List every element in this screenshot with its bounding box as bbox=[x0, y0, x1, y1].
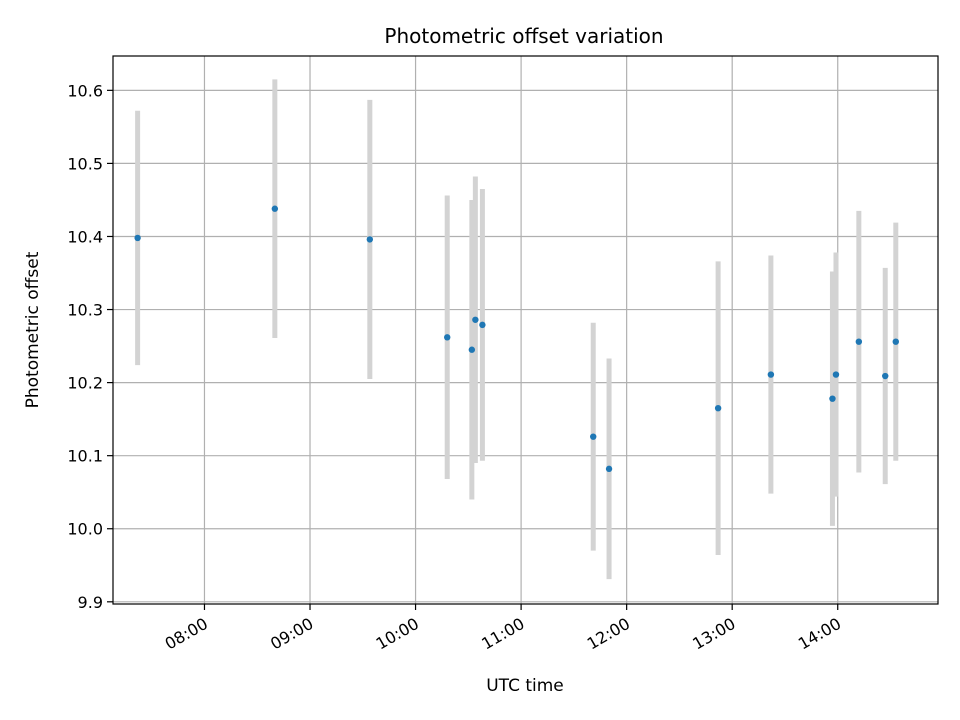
data-point bbox=[714, 404, 722, 412]
data-point bbox=[366, 236, 374, 243]
data-point bbox=[892, 338, 899, 345]
y-tick-label: 10.2 bbox=[67, 374, 103, 393]
y-tick-label: 10.4 bbox=[67, 227, 103, 246]
data-point bbox=[134, 234, 141, 242]
data-point bbox=[472, 316, 479, 323]
y-tick-label: 10.3 bbox=[67, 301, 103, 320]
y-tick-label: 10.1 bbox=[67, 447, 103, 466]
grid-layer bbox=[113, 56, 938, 604]
y-tick-label: 10.0 bbox=[67, 520, 103, 539]
y-axis-label: Photometric offset bbox=[23, 251, 43, 408]
plot-frame bbox=[112, 55, 939, 605]
data-point bbox=[605, 465, 613, 473]
y-tick-label: 9.9 bbox=[78, 593, 103, 612]
y-tick-label: 10.5 bbox=[67, 154, 103, 173]
data-point bbox=[444, 334, 451, 341]
x-axis-label: UTC time bbox=[486, 676, 564, 696]
y-tick-label: 10.6 bbox=[67, 81, 103, 100]
data-point bbox=[468, 346, 476, 353]
chart-title: Photometric offset variation bbox=[384, 24, 663, 48]
data-point bbox=[479, 321, 486, 329]
data-point bbox=[832, 371, 840, 378]
y-axis-ticks: 9.9 10.0 10.1 10.2 10.3 10.4 10.5 10.6 bbox=[67, 81, 113, 612]
data-point bbox=[855, 338, 863, 345]
data-point bbox=[767, 371, 775, 378]
data-point bbox=[882, 372, 889, 380]
point-layer bbox=[134, 205, 899, 473]
data-point bbox=[271, 205, 279, 212]
data-point bbox=[590, 433, 597, 440]
data-point bbox=[829, 395, 836, 402]
